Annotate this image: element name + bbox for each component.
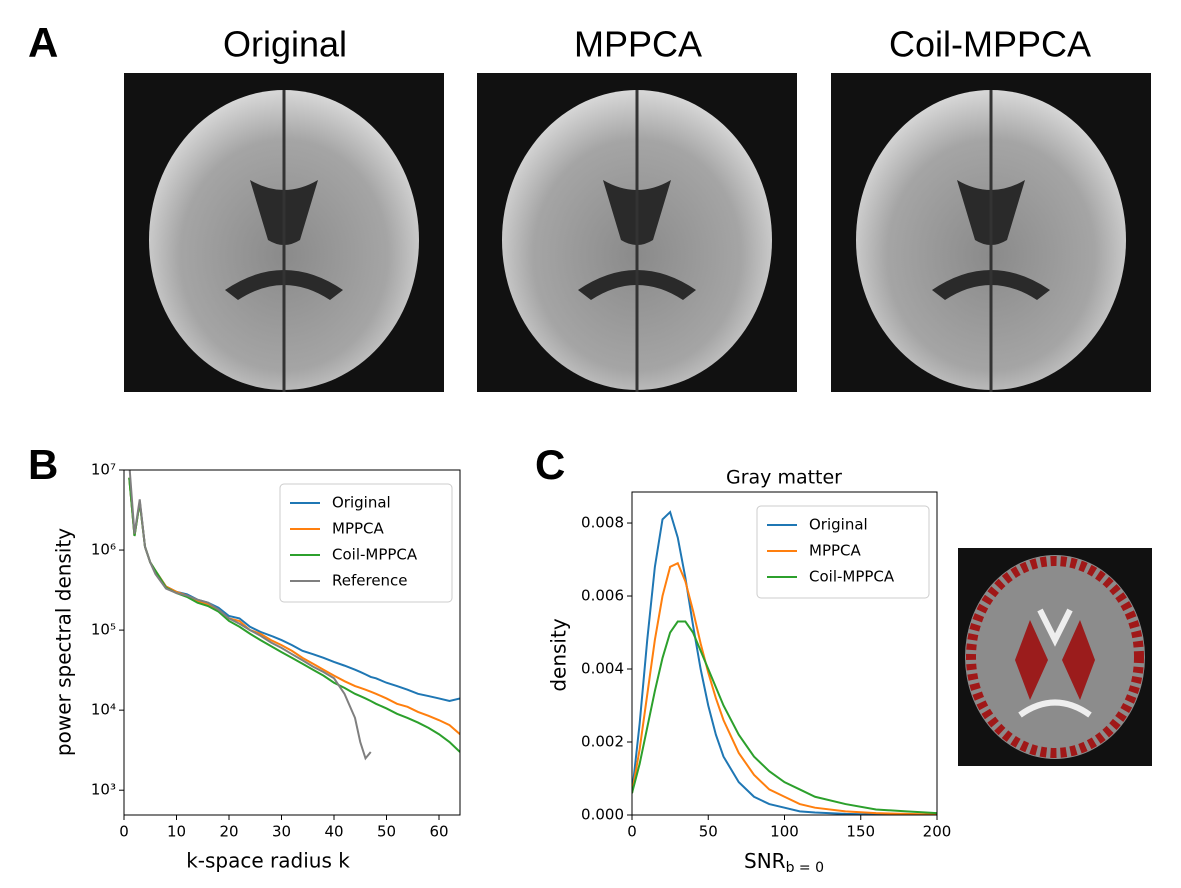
image-title: Original bbox=[223, 24, 347, 65]
legend-label: Original bbox=[332, 494, 391, 512]
series-line bbox=[632, 561, 937, 815]
x-tick-label: 10 bbox=[167, 823, 186, 841]
y-tick-label: 10⁶ bbox=[91, 541, 116, 559]
legend-label: MPPCA bbox=[809, 542, 862, 560]
plot-area bbox=[128, 470, 460, 761]
x-tick-label: 100 bbox=[770, 823, 799, 841]
series-line bbox=[632, 510, 937, 815]
y-tick-label: 0.002 bbox=[581, 733, 624, 751]
legend-label: Original bbox=[809, 516, 868, 534]
y-tick-label: 0.008 bbox=[581, 514, 624, 532]
x-tick-label: 50 bbox=[699, 823, 718, 841]
legend-label: MPPCA bbox=[332, 520, 385, 538]
x-axis-label-subscript: b = 0 bbox=[786, 860, 824, 876]
x-tick-label: 0 bbox=[119, 823, 129, 841]
x-tick-label: 40 bbox=[324, 823, 343, 841]
legend-label: Coil-MPPCA bbox=[809, 568, 895, 586]
series-line bbox=[128, 470, 372, 761]
axes-frame bbox=[631, 491, 938, 816]
segmentation-image bbox=[958, 548, 1152, 766]
panel-label: A bbox=[28, 19, 58, 66]
x-axis-label: k-space radius k bbox=[186, 849, 350, 873]
y-tick-label: 10⁵ bbox=[91, 621, 116, 639]
panel-label: C bbox=[535, 441, 565, 488]
series-line bbox=[632, 620, 937, 815]
y-tick-label: 0.006 bbox=[581, 587, 624, 605]
y-axis-label: density bbox=[547, 618, 571, 691]
y-tick-label: 10³ bbox=[91, 781, 116, 799]
y-tick-label: 0.000 bbox=[581, 806, 624, 824]
x-tick-label: 60 bbox=[429, 823, 448, 841]
image-title: MPPCA bbox=[574, 24, 702, 65]
brain-image bbox=[831, 73, 1151, 392]
y-axis-label: power spectral density bbox=[52, 528, 76, 756]
brain-image bbox=[477, 73, 797, 392]
x-tick-label: 200 bbox=[923, 823, 952, 841]
legend-label: Coil-MPPCA bbox=[332, 546, 418, 564]
x-tick-label: 50 bbox=[377, 823, 396, 841]
legend-box bbox=[279, 483, 453, 603]
x-tick-label: 150 bbox=[846, 823, 875, 841]
panel-label: B bbox=[28, 441, 58, 488]
image-title: Coil-MPPCA bbox=[889, 24, 1091, 65]
x-tick-label: 20 bbox=[219, 823, 238, 841]
y-tick-label: 0.004 bbox=[581, 660, 624, 678]
plot-area bbox=[632, 510, 937, 815]
x-axis-label: SNRb = 0 bbox=[744, 849, 824, 877]
axes-frame bbox=[123, 469, 461, 816]
brain-image bbox=[124, 73, 444, 392]
chart-title: Gray matter bbox=[726, 467, 842, 489]
x-tick-label: 30 bbox=[272, 823, 291, 841]
y-tick-label: 10⁷ bbox=[91, 461, 116, 479]
y-tick-label: 10⁴ bbox=[91, 701, 116, 719]
x-axis-label-main: SNR bbox=[744, 849, 786, 873]
legend-box bbox=[756, 505, 930, 599]
legend-label: Reference bbox=[332, 572, 408, 590]
x-tick-label: 0 bbox=[627, 823, 637, 841]
